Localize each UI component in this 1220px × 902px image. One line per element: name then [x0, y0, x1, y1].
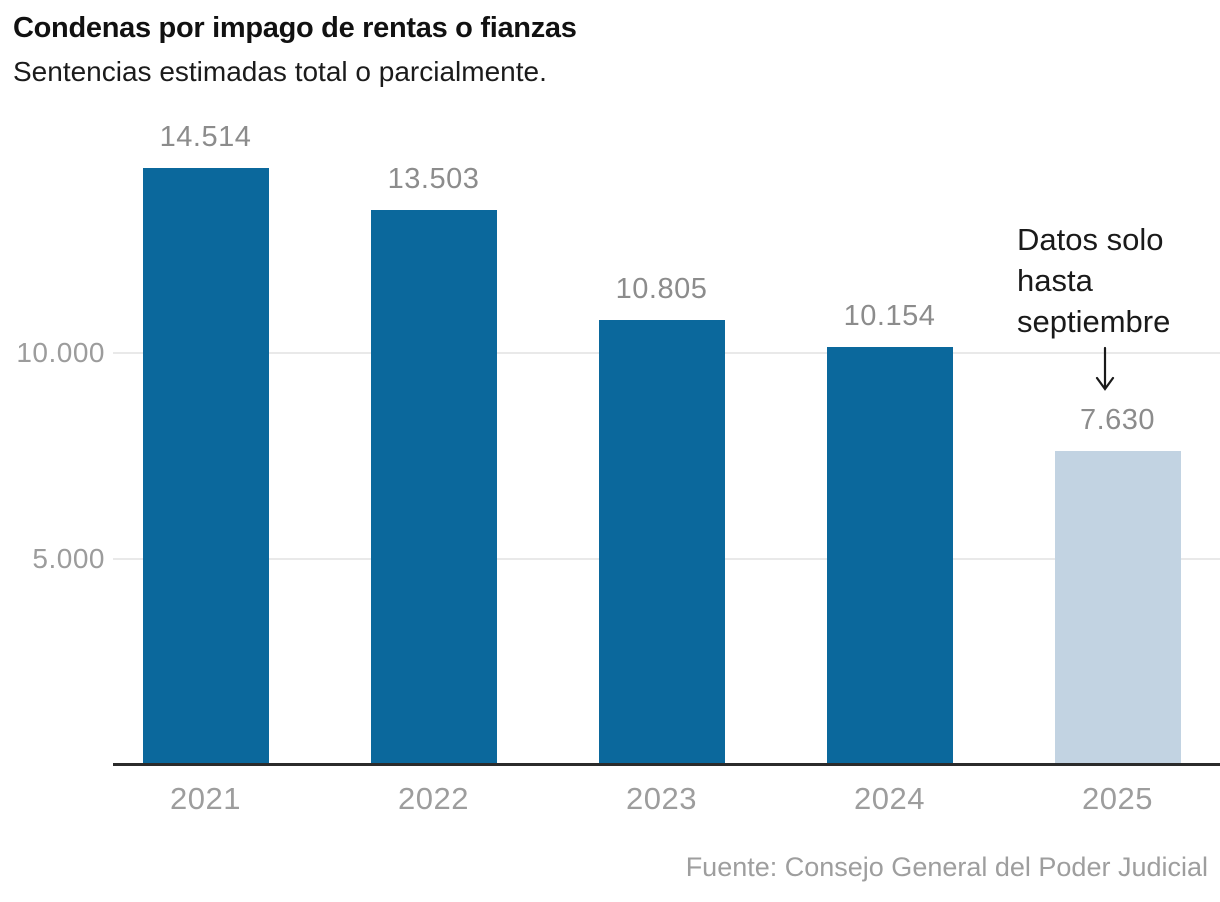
y-axis-label-10000: 10.000: [16, 337, 105, 369]
x-axis-label-2022: 2022: [398, 781, 469, 816]
source-credit: Fuente: Consejo General del Poder Judici…: [685, 852, 1208, 882]
bar-2025: [1054, 450, 1181, 764]
x-axis-label-2024: 2024: [854, 781, 925, 816]
value-label-2025: 7.630: [1079, 403, 1156, 436]
annotation-line: Datos solo: [1017, 222, 1164, 257]
bar-2021: [142, 168, 269, 764]
x-axis-label-2025: 2025: [1082, 781, 1153, 816]
bar-2022: [370, 209, 497, 764]
value-label-2023: 10.805: [615, 273, 708, 306]
value-label-2021: 14.514: [159, 121, 252, 153]
x-axis-line: [113, 763, 1220, 766]
value-label-2022: 13.503: [387, 162, 480, 195]
annotation-line: septiembre: [1017, 304, 1171, 339]
y-axis-label-5000: 5.000: [32, 542, 105, 574]
chart-subtitle: Sentencias estimadas total o parcialment…: [13, 56, 547, 87]
arrow-down-icon: [1095, 346, 1115, 391]
value-label-2024: 10.154: [843, 300, 936, 333]
chart-title: Condenas por impago de rentas o fianzas: [13, 12, 577, 44]
x-axis-label-2021: 2021: [170, 781, 241, 816]
bar-2024: [826, 347, 953, 764]
annotation-datos-solo-hasta-septiembre: Datos solo hasta septiembre: [1017, 219, 1170, 342]
annotation-line: hasta: [1017, 263, 1093, 298]
bar-2023: [598, 320, 725, 764]
x-axis-label-2023: 2023: [626, 781, 697, 816]
